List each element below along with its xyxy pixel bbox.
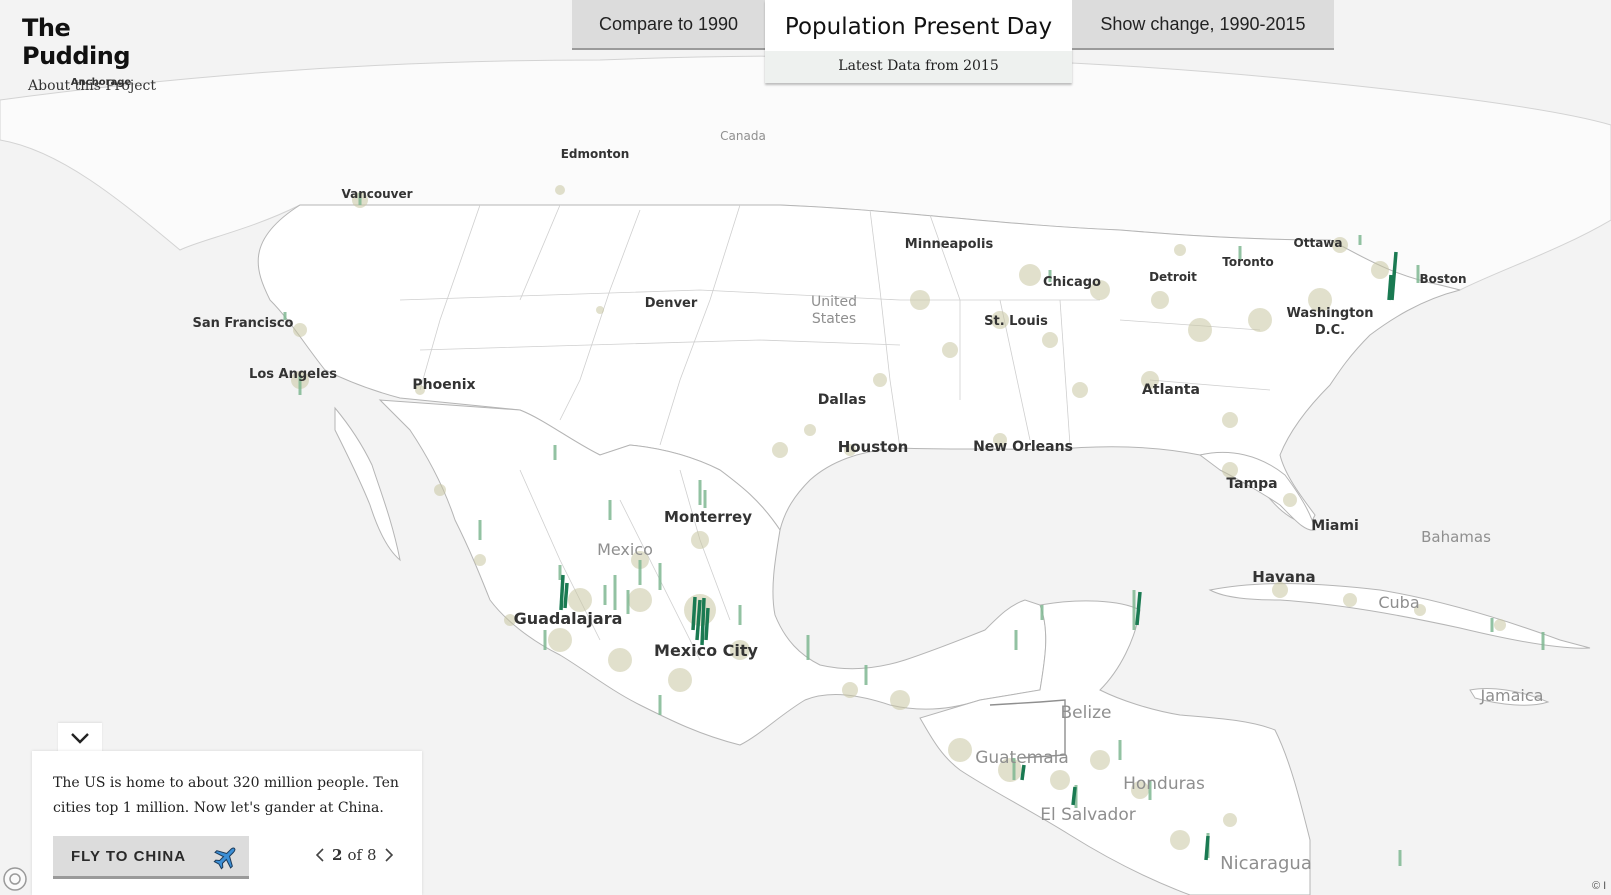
city-label: D.C. <box>1315 323 1345 338</box>
collapse-card-button[interactable] <box>58 723 102 753</box>
baja-california <box>334 406 401 562</box>
city-label: Phoenix <box>412 377 475 393</box>
canada-landmass <box>0 55 1611 291</box>
chevron-left-icon <box>316 848 324 862</box>
city-label: Tampa <box>1226 476 1277 492</box>
jamaica <box>1469 688 1550 706</box>
total-pages: 8 <box>367 846 377 864</box>
prev-page-button[interactable] <box>312 845 328 865</box>
country-label: States <box>812 311 856 327</box>
tab-show-change[interactable]: Show change, 1990-2015 <box>1072 0 1334 50</box>
city-label: Edmonton <box>561 147 630 161</box>
next-page-button[interactable] <box>381 845 397 865</box>
fly-to-china-label: FLY TO CHINA <box>71 847 187 865</box>
story-text: The US is home to about 320 million peop… <box>53 775 399 816</box>
country-label: Cuba <box>1378 593 1419 612</box>
country-label: El Salvador <box>1040 805 1135 825</box>
city-label: St. Louis <box>984 314 1048 329</box>
city-label: Atlanta <box>1142 382 1200 398</box>
central-america <box>919 600 1311 895</box>
country-label: Belize <box>1061 703 1112 723</box>
city-label: Vancouver <box>341 187 412 201</box>
city-label: Toronto <box>1222 255 1274 269</box>
mapbox-logo-icon[interactable] <box>2 866 28 892</box>
city-label: Houston <box>838 438 909 456</box>
country-label: Jamaica <box>1480 686 1544 705</box>
city-label: Washington <box>1286 306 1373 321</box>
city-label: Dallas <box>818 392 866 408</box>
brand-logo[interactable]: The Pudding About this Project <box>22 14 162 94</box>
story-card: The US is home to about 320 million peop… <box>32 751 422 895</box>
city-label: Havana <box>1252 568 1315 586</box>
country-label: Honduras <box>1123 774 1205 794</box>
tab-active-title: Population Present Day <box>784 14 1053 40</box>
city-label: Chicago <box>1043 275 1101 290</box>
city-label: Mexico City <box>654 641 759 660</box>
fly-to-china-button[interactable]: FLY TO CHINA <box>53 836 249 879</box>
pager: 2 of 8 <box>312 845 397 865</box>
country-label: Nicaragua <box>1220 853 1312 874</box>
attribution[interactable]: © I <box>1592 880 1607 892</box>
city-label: Boston <box>1419 272 1466 286</box>
chevron-right-icon <box>385 848 393 862</box>
tab-active-subtitle: Latest Data from 2015 <box>765 51 1072 83</box>
country-label: Guatemala <box>975 748 1069 768</box>
country-label: United <box>811 294 857 310</box>
city-label: Minneapolis <box>905 237 994 252</box>
tab-compare-1990[interactable]: Compare to 1990 <box>572 0 765 50</box>
about-link[interactable]: About this Project <box>28 78 156 94</box>
city-label: Denver <box>645 296 698 311</box>
current-page: 2 <box>332 846 343 864</box>
city-label: Detroit <box>1149 270 1197 284</box>
cuba <box>1208 583 1591 649</box>
city-label: San Francisco <box>193 316 294 331</box>
country-label: Mexico <box>597 540 653 559</box>
city-label: Monterrey <box>664 508 752 526</box>
tab-population-present-day[interactable]: Population Present Day Latest Data from … <box>765 0 1072 83</box>
city-label: Los Angeles <box>249 367 337 382</box>
tab-show-change-label: Show change, 1990-2015 <box>1100 13 1306 34</box>
page-of-label: of <box>347 846 363 864</box>
city-label: Ottawa <box>1294 236 1343 250</box>
city-label: Miami <box>1311 518 1359 534</box>
tab-compare-1990-label: Compare to 1990 <box>598 13 739 34</box>
city-label: Anchorage <box>71 77 132 88</box>
brand-name[interactable]: The Pudding <box>22 14 131 70</box>
country-label: Canada <box>720 129 766 143</box>
airplane-icon <box>213 847 236 870</box>
city-label: Guadalajara <box>514 609 623 628</box>
country-label: Bahamas <box>1421 528 1491 546</box>
chevron-down-icon <box>71 733 89 744</box>
city-label: New Orleans <box>973 439 1073 455</box>
